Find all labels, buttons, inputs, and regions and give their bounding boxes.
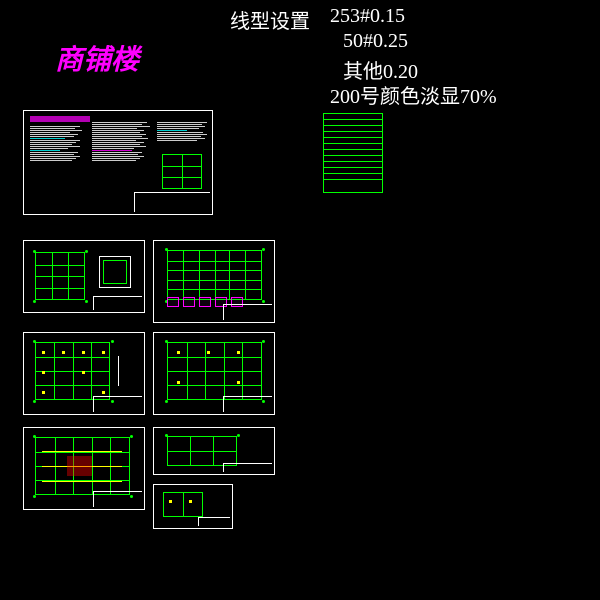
linetype-label: 线型设置 xyxy=(230,5,310,34)
green-table[interactable] xyxy=(323,113,383,193)
plan-2b[interactable] xyxy=(153,332,275,415)
plan-1b[interactable] xyxy=(153,240,275,323)
drawing-title: 商铺楼 xyxy=(55,38,139,78)
spec-sheet[interactable] xyxy=(23,110,213,215)
plan-1a[interactable] xyxy=(23,240,145,313)
linetype-setting-1: 253#0.15 xyxy=(330,5,405,28)
plan-3a[interactable] xyxy=(23,427,145,510)
plan-2a[interactable] xyxy=(23,332,145,415)
linetype-setting-4: 200号颜色淡显70% xyxy=(330,80,497,109)
plan-4[interactable] xyxy=(153,484,233,529)
linetype-setting-2: 50#0.25 xyxy=(343,30,408,53)
plan-3b[interactable] xyxy=(153,427,275,475)
